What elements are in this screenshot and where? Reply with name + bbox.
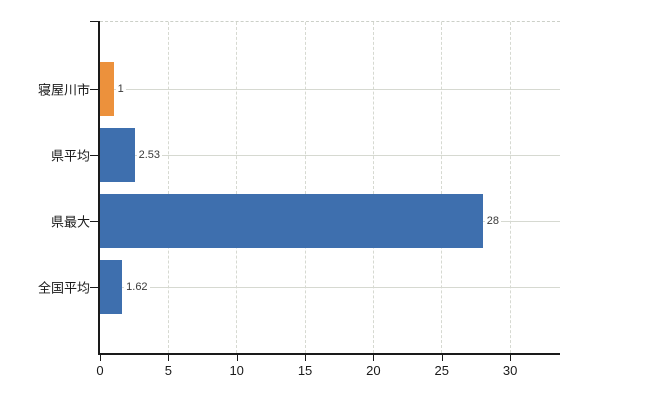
y-axis-line — [98, 21, 100, 355]
v-gridline — [236, 22, 238, 353]
x-tick-label: 15 — [297, 363, 313, 378]
v-gridline — [441, 22, 443, 353]
v-gridline — [372, 22, 374, 353]
x-axis-tick — [236, 355, 238, 361]
x-axis-tick — [510, 355, 512, 361]
x-tick-label: 25 — [434, 363, 449, 378]
value-label: 1.62 — [124, 281, 150, 293]
bar — [100, 62, 114, 116]
h-gridline — [100, 287, 560, 288]
v-gridline — [167, 22, 169, 353]
category-label: 寝屋川市 — [37, 82, 90, 98]
category-label: 県最大 — [50, 214, 90, 230]
x-axis-tick — [168, 355, 170, 361]
y-axis-tick — [90, 89, 98, 90]
value-label: 1 — [115, 83, 126, 95]
x-tick-label: 30 — [502, 363, 518, 378]
x-tick-label: 10 — [229, 363, 244, 378]
v-gridline — [509, 22, 511, 353]
x-axis-tick — [305, 355, 307, 361]
top-frame-gridline — [100, 21, 560, 22]
bar — [100, 128, 135, 182]
y-axis-tick — [90, 155, 98, 156]
plot-area: 0 5 10 15 20 25 30 寝屋川市 1 県平均 2.53 県最大 28 全国平均 1.62 — [38, 21, 560, 378]
y-axis-top-tick — [90, 21, 98, 22]
x-axis-tick — [441, 355, 443, 361]
x-axis-tick — [100, 355, 101, 361]
x-tick-label: 20 — [366, 363, 381, 378]
x-tick-label: 5 — [164, 363, 172, 378]
x-tick-label: 0 — [96, 363, 104, 378]
y-axis-tick — [90, 221, 98, 222]
category-label: 県平均 — [50, 148, 90, 164]
x-axis-tick — [373, 355, 375, 361]
x-axis-line — [98, 353, 560, 355]
category-label: 全国平均 — [37, 280, 90, 296]
value-label: 2.53 — [136, 149, 162, 161]
v-gridline — [304, 22, 306, 353]
h-gridline — [100, 89, 560, 90]
bar — [100, 260, 123, 314]
value-label: 28 — [484, 215, 501, 227]
bar — [100, 194, 483, 248]
h-gridline — [100, 155, 560, 156]
y-axis-tick — [90, 287, 98, 288]
